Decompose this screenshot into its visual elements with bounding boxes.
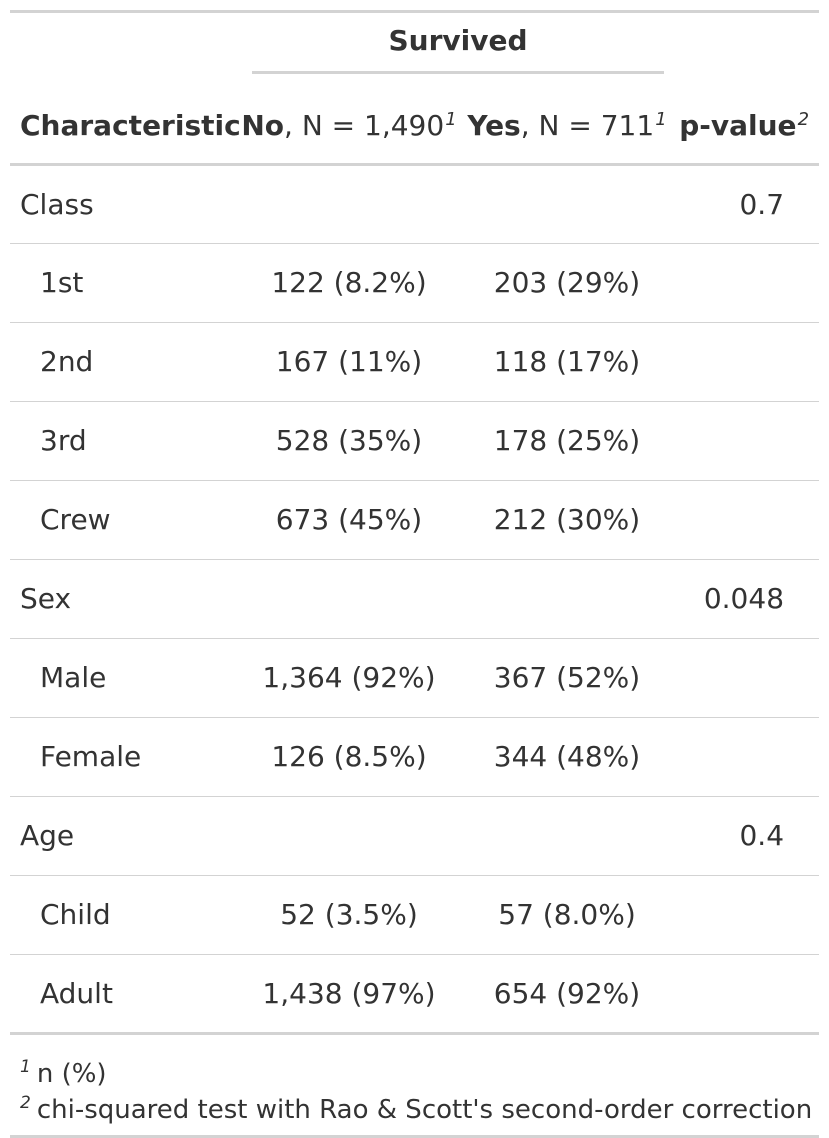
spanner-header: Survived xyxy=(240,12,676,80)
cell-pvalue xyxy=(676,243,820,323)
cell-pvalue: 0.4 xyxy=(676,796,820,876)
table-row-variable: Age 0.4 xyxy=(10,796,820,876)
cell-no: 126 (8.5%) xyxy=(240,717,458,797)
table-row-level: Crew 673 (45%) 212 (30%) xyxy=(10,480,820,560)
cell-no: 673 (45%) xyxy=(240,480,458,560)
cell-pvalue xyxy=(676,322,820,402)
table-row-level: 2nd 167 (11%) 118 (17%) xyxy=(10,322,820,402)
cell-yes: 212 (30%) xyxy=(458,480,677,560)
footnote-text: n (%) xyxy=(36,1059,107,1089)
cell-pvalue xyxy=(676,875,820,955)
row-label: 2nd xyxy=(10,322,240,402)
cell-no: 52 (3.5%) xyxy=(240,875,458,955)
cell-yes: 57 (8.0%) xyxy=(458,875,677,955)
footnote-mark: 2 xyxy=(20,1093,31,1113)
cell-yes xyxy=(458,796,677,876)
cell-no: 1,438 (97%) xyxy=(240,954,458,1034)
column-header-yes: Yes, N = 7111 xyxy=(458,79,677,166)
cell-yes xyxy=(458,165,676,244)
cell-pvalue xyxy=(676,954,820,1034)
table-row-level: Adult 1,438 (97%) 654 (92%) xyxy=(10,954,820,1034)
row-label: Male xyxy=(10,638,240,718)
row-label: 3rd xyxy=(10,401,240,481)
footnote-mark: 1 xyxy=(20,1057,31,1077)
cell-yes: 118 (17%) xyxy=(458,322,677,402)
spanner-label: Survived xyxy=(252,26,665,74)
cell-yes: 203 (29%) xyxy=(458,243,677,323)
table-row-level: 1st 122 (8.2%) 203 (29%) xyxy=(10,243,820,323)
cell-pvalue xyxy=(676,717,820,797)
column-header-pvalue-label: p-value xyxy=(679,109,797,142)
cell-yes: 344 (48%) xyxy=(458,717,677,797)
row-label: Adult xyxy=(10,954,240,1034)
column-header-yes-n: , N = 711 xyxy=(520,109,655,142)
table-row-level: 3rd 528 (35%) 178 (25%) xyxy=(10,401,820,481)
footnote-mark: 1 xyxy=(655,109,667,130)
row-label: Age xyxy=(10,796,240,876)
footnote: 2 chi-squared test with Rao & Scott's sec… xyxy=(10,1089,819,1137)
row-label: Sex xyxy=(10,559,240,639)
row-label: Crew xyxy=(10,480,240,560)
column-header-yes-label: Yes xyxy=(467,109,521,142)
cell-no xyxy=(240,559,458,639)
cell-yes xyxy=(458,559,677,639)
cell-no xyxy=(240,165,458,244)
footnote-mark: 2 xyxy=(797,109,810,130)
cell-pvalue xyxy=(676,480,820,560)
cell-pvalue: 0.048 xyxy=(676,559,820,639)
table-body: Class 0.7 1st 122 (8.2%) 203 (29%) 2nd 1… xyxy=(10,165,820,1034)
cell-pvalue xyxy=(676,401,820,481)
cell-no: 167 (11%) xyxy=(240,322,458,402)
cell-no: 122 (8.2%) xyxy=(240,243,458,323)
row-label: 1st xyxy=(10,243,240,323)
table-row-variable: Sex 0.048 xyxy=(10,559,820,639)
cell-no: 1,364 (92%) xyxy=(240,638,458,718)
summary-table: Survived Characteristic No, N = 1,4901 Y… xyxy=(10,10,820,1138)
cell-no xyxy=(240,796,458,876)
spanner-empty-right xyxy=(676,12,819,80)
table-row-level: Male 1,364 (92%) 367 (52%) xyxy=(10,638,820,718)
spanner-empty xyxy=(10,12,240,80)
footnote-text: chi-squared test with Rao & Scott's seco… xyxy=(36,1095,813,1125)
cell-yes: 654 (92%) xyxy=(458,954,677,1034)
cell-no: 528 (35%) xyxy=(240,401,458,481)
cell-pvalue: 0.7 xyxy=(739,187,785,221)
column-header-pvalue: p-value2 xyxy=(676,79,820,166)
column-header-characteristic: Characteristic xyxy=(10,79,241,166)
cell-yes: 367 (52%) xyxy=(458,638,677,718)
row-label: Child xyxy=(10,875,240,955)
row-label: Female xyxy=(10,717,240,797)
table-row-level: Child 52 (3.5%) 57 (8.0%) xyxy=(10,875,820,955)
column-header-no-n: , N = 1,490 xyxy=(284,109,445,142)
column-header-no: No, N = 1,4901 xyxy=(240,79,458,166)
cell-yes: 178 (25%) xyxy=(458,401,677,481)
column-header-no-label: No xyxy=(241,109,285,142)
cell-pvalue xyxy=(676,638,820,718)
table-row-level: Female 126 (8.5%) 344 (48%) xyxy=(10,717,820,797)
table-row-variable: Class 0.7 xyxy=(10,165,819,244)
row-label: Class xyxy=(20,187,94,221)
footnote-mark: 1 xyxy=(445,109,457,130)
